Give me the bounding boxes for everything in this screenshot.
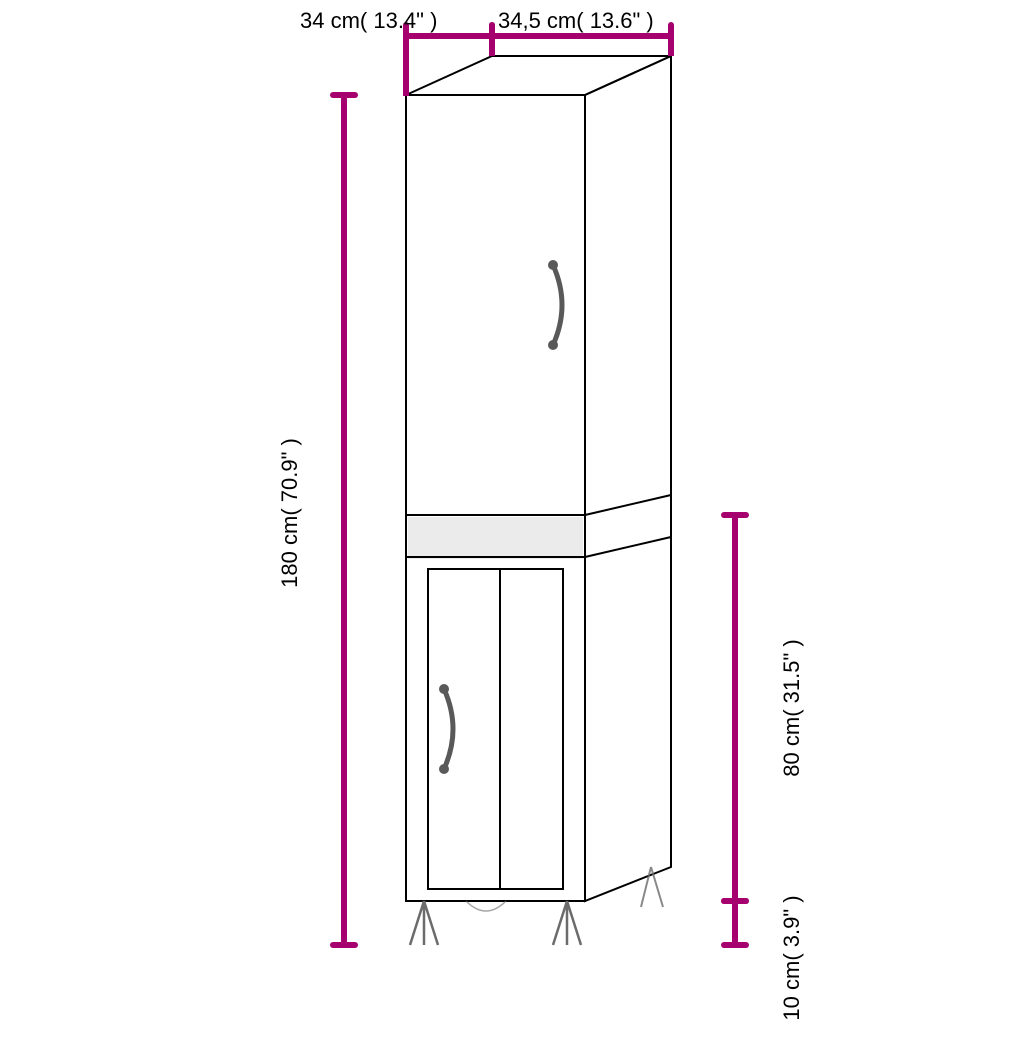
dim-label-top-depth: 34 cm( 13.4" ) [300, 8, 437, 34]
cabinet-front [406, 95, 585, 901]
door-handle [439, 684, 453, 774]
diagram-canvas [0, 0, 1024, 1024]
lower-door [428, 569, 563, 889]
dim-label-left-height: 180 cm( 70.9" ) [277, 433, 303, 593]
dim-label-top-width: 34,5 cm( 13.6" ) [498, 8, 654, 34]
cabinet-top [406, 56, 671, 95]
dim-label-right-leg: 10 cm( 3.9" ) [779, 878, 805, 1038]
cabinet-leg [553, 901, 581, 945]
cabinet-leg [410, 901, 438, 945]
dim-label-right-height: 80 cm( 31.5" ) [779, 628, 805, 788]
door-handle [548, 260, 562, 350]
cabinet-side [585, 56, 671, 901]
